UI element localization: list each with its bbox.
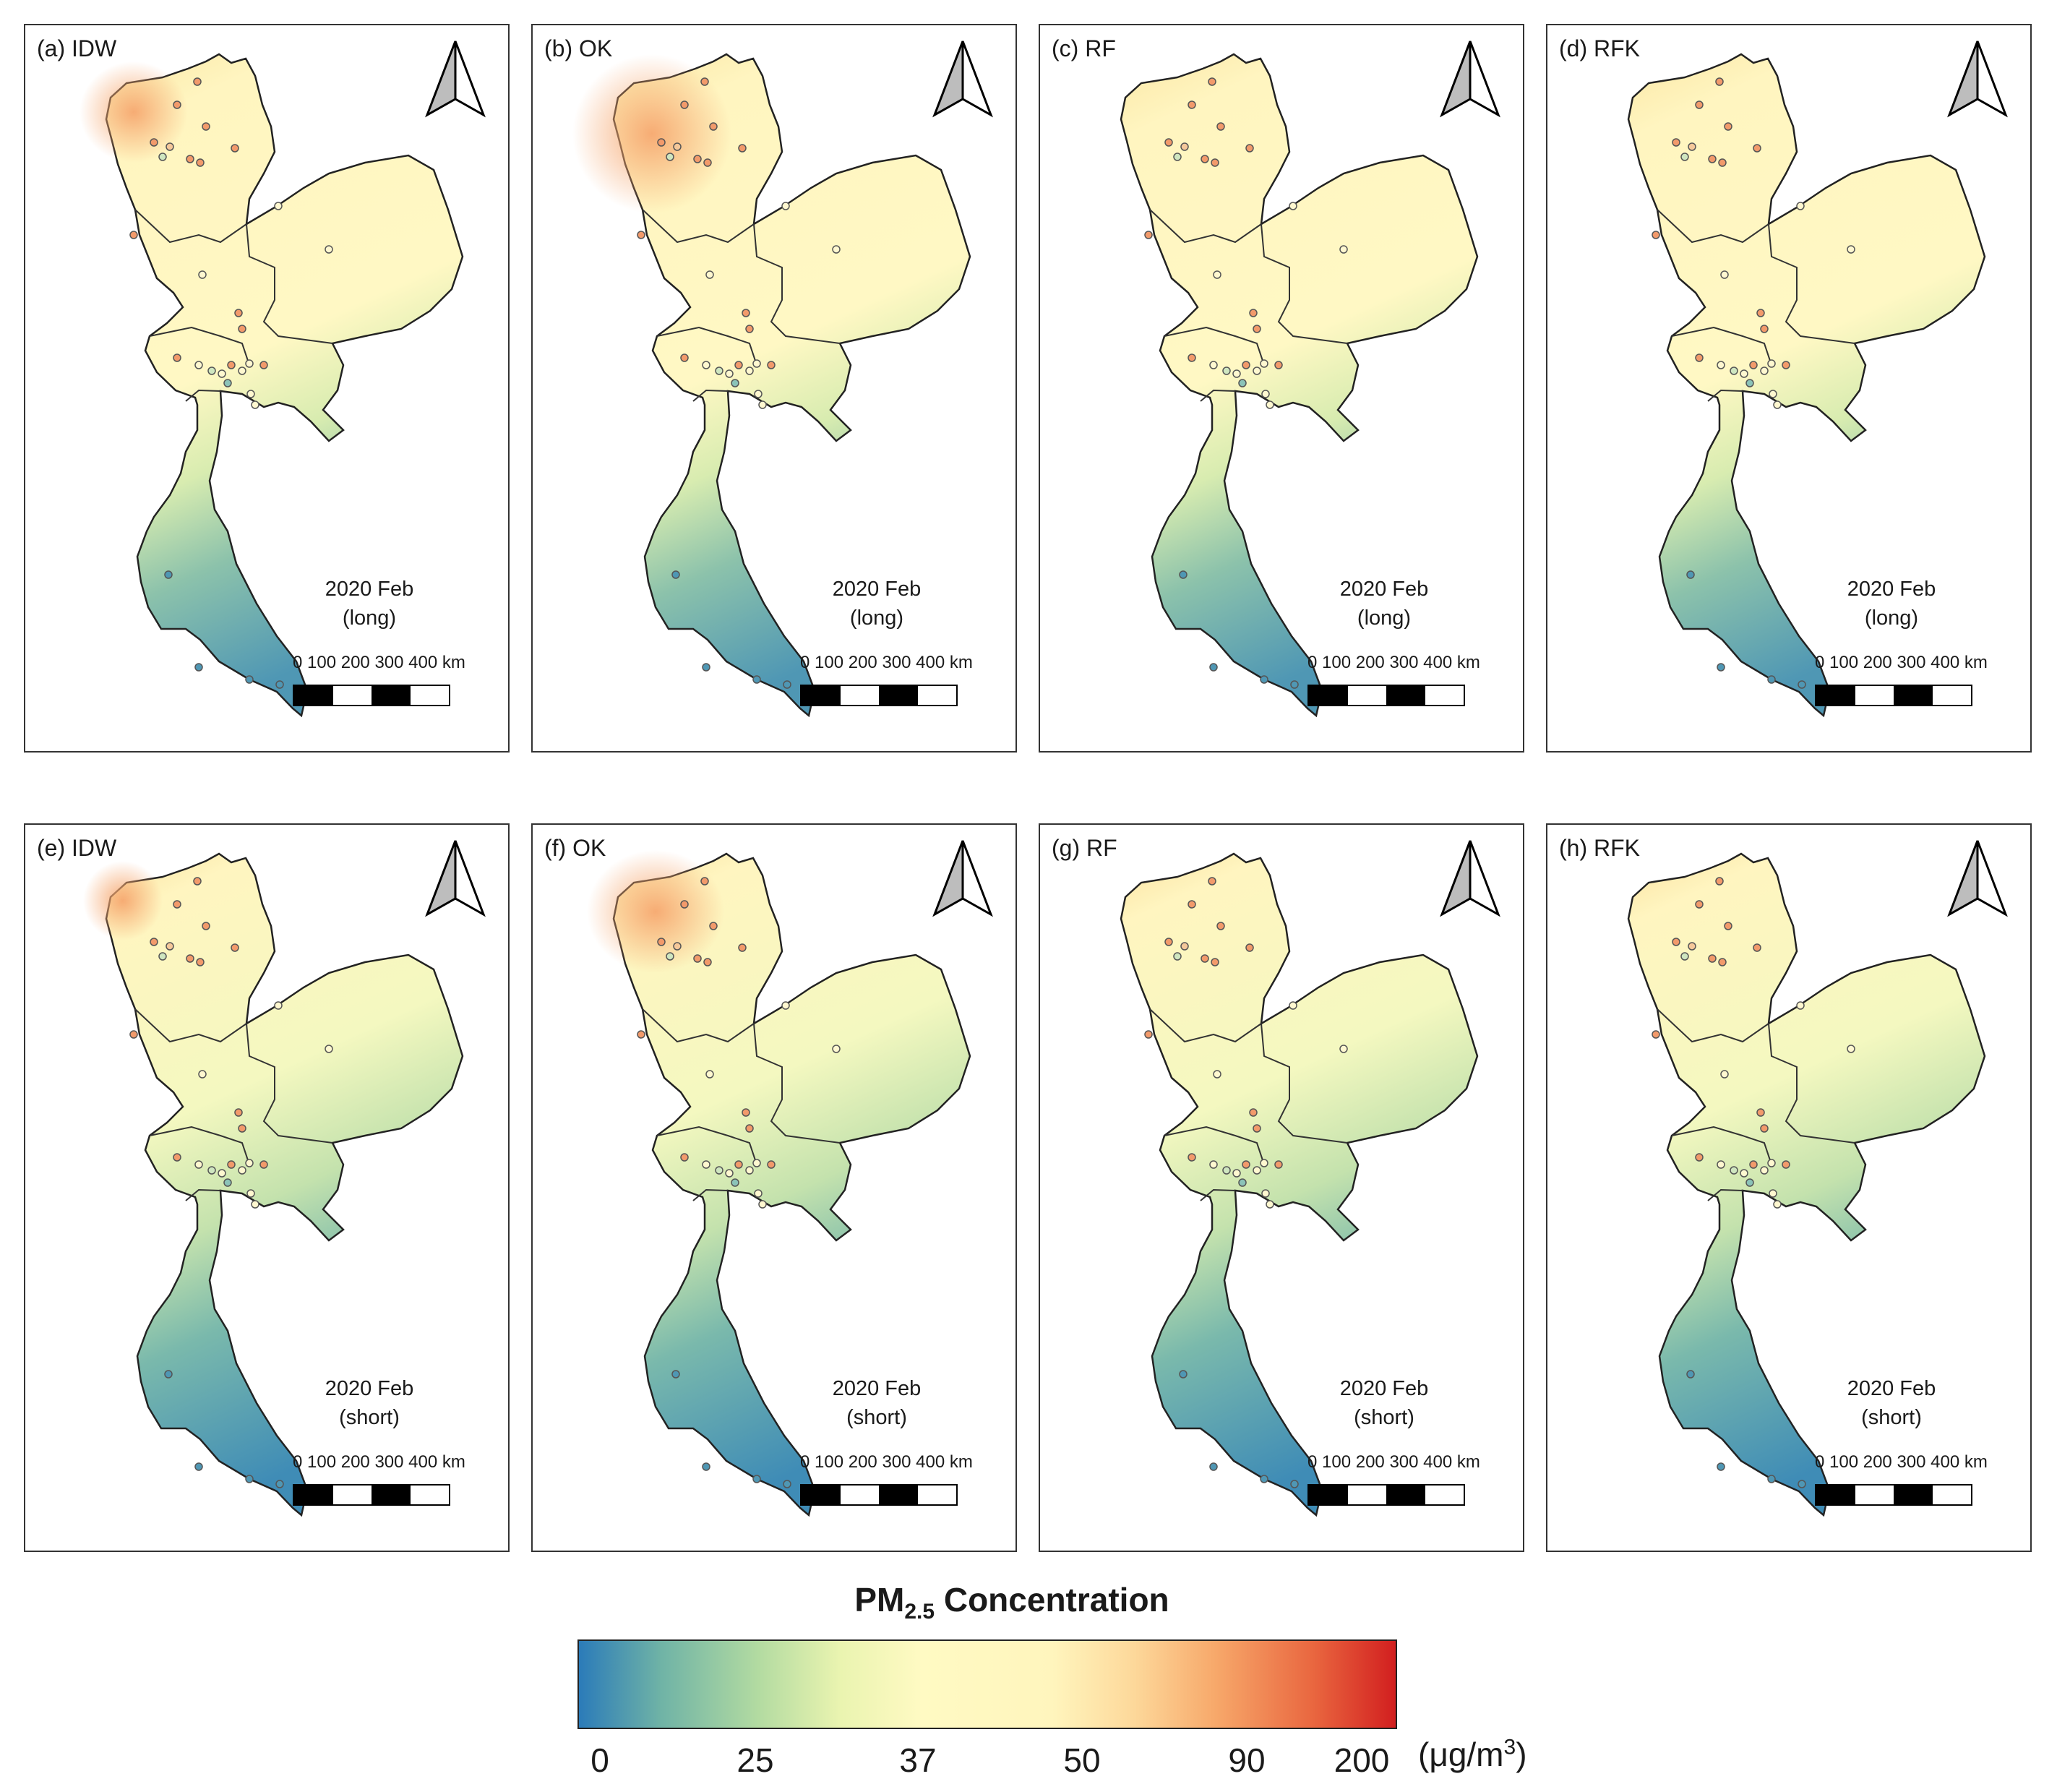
panel-label: (a) IDW bbox=[37, 35, 117, 61]
scale-bar bbox=[800, 685, 958, 706]
date-text: 2020 Feb bbox=[1847, 578, 1936, 601]
scale-bar-labels: 0 100 200 300 400 km bbox=[800, 653, 973, 672]
date-annotation: 2020 Feb (short) bbox=[1819, 1374, 1964, 1432]
north-arrow-icon bbox=[425, 840, 486, 917]
legend-title-rest: Concentration bbox=[935, 1581, 1169, 1619]
map-of-thailand bbox=[1627, 53, 1986, 717]
north-arrow-icon bbox=[932, 40, 993, 118]
panel-label: (b) OK bbox=[544, 35, 613, 61]
unit-suffix: ) bbox=[1516, 1736, 1527, 1773]
map-of-thailand bbox=[1627, 852, 1986, 1517]
map-of-thailand bbox=[80, 53, 464, 717]
panel-label: (g) RF bbox=[1052, 835, 1117, 861]
range-text: (short) bbox=[1861, 1406, 1922, 1429]
map-panel-h: (h) RFK 2020 Feb (short) 0 100 200 300 4… bbox=[1546, 823, 2032, 1552]
scale-bar-labels: 0 100 200 300 400 km bbox=[293, 653, 465, 672]
scale-bar bbox=[1307, 1484, 1465, 1506]
date-text: 2020 Feb bbox=[1339, 578, 1429, 601]
legend-title-main: PM bbox=[854, 1581, 905, 1619]
scale-bar bbox=[800, 1484, 958, 1506]
range-text: (long) bbox=[849, 606, 904, 630]
date-annotation: 2020 Feb (long) bbox=[1312, 575, 1456, 633]
unit-prefix: (μg/m bbox=[1418, 1736, 1504, 1773]
scale-bar-labels: 0 100 200 300 400 km bbox=[1815, 653, 1988, 672]
legend-tick: 200 bbox=[1334, 1741, 1390, 1779]
date-annotation: 2020 Feb (long) bbox=[297, 575, 442, 633]
scale-bar bbox=[293, 685, 450, 706]
date-text: 2020 Feb bbox=[325, 578, 414, 601]
scale-bar bbox=[1307, 685, 1465, 706]
map-of-thailand bbox=[1120, 852, 1479, 1517]
scale-bar bbox=[1815, 685, 1972, 706]
scale-bar bbox=[1815, 1484, 1972, 1506]
scale-bar-labels: 0 100 200 300 400 km bbox=[1307, 1452, 1480, 1472]
map-panel-b: (b) OK 2020 Feb (long) 0 100 200 300 400… bbox=[531, 24, 1017, 753]
north-arrow-icon bbox=[1440, 840, 1500, 917]
range-text: (long) bbox=[1864, 606, 1919, 630]
scale-bar-labels: 0 100 200 300 400 km bbox=[1815, 1452, 1988, 1472]
map-of-thailand bbox=[587, 850, 971, 1517]
map-panel-e: (e) IDW 2020 Feb (short) 0 100 200 300 4… bbox=[24, 823, 510, 1552]
legend-title: PM2.5 Concentration bbox=[723, 1580, 1301, 1624]
legend-tick: 50 bbox=[1063, 1741, 1101, 1779]
unit-superscript: 3 bbox=[1503, 1735, 1516, 1759]
map-panel-a: (a) IDW 2020 Feb (long) 0 100 200 300 40… bbox=[24, 24, 510, 753]
panel-label: (c) RF bbox=[1052, 35, 1116, 61]
date-text: 2020 Feb bbox=[1847, 1377, 1936, 1400]
map-panel-d: (d) RFK 2020 Feb (long) 0 100 200 300 40… bbox=[1546, 24, 2032, 753]
map-panel-f: (f) OK 2020 Feb (short) 0 100 200 300 40… bbox=[531, 823, 1017, 1552]
panel-label: (d) RFK bbox=[1559, 35, 1640, 61]
map-of-thailand bbox=[1120, 53, 1479, 717]
range-text: (short) bbox=[339, 1406, 400, 1429]
legend-title-subscript: 2.5 bbox=[904, 1600, 935, 1624]
legend-tick: 25 bbox=[737, 1741, 774, 1779]
map-panel-c: (c) RF 2020 Feb (long) 0 100 200 300 400… bbox=[1039, 24, 1524, 753]
north-arrow-icon bbox=[1947, 40, 2008, 118]
north-arrow-icon bbox=[1440, 40, 1500, 118]
date-annotation: 2020 Feb (long) bbox=[804, 575, 949, 633]
date-text: 2020 Feb bbox=[325, 1377, 414, 1400]
range-text: (long) bbox=[1357, 606, 1412, 630]
date-text: 2020 Feb bbox=[832, 578, 922, 601]
range-text: (short) bbox=[846, 1406, 907, 1429]
panel-label: (h) RFK bbox=[1559, 835, 1640, 861]
range-text: (short) bbox=[1354, 1406, 1414, 1429]
map-panel-g: (g) RF 2020 Feb (short) 0 100 200 300 40… bbox=[1039, 823, 1524, 1552]
range-text: (long) bbox=[342, 606, 397, 630]
color-scale-bar bbox=[577, 1639, 1397, 1729]
north-arrow-icon bbox=[1947, 840, 2008, 917]
north-arrow-icon bbox=[425, 40, 486, 118]
scale-bar-labels: 0 100 200 300 400 km bbox=[800, 1452, 973, 1472]
legend-tick: 37 bbox=[899, 1741, 937, 1779]
map-of-thailand bbox=[83, 852, 464, 1517]
date-text: 2020 Feb bbox=[832, 1377, 922, 1400]
date-annotation: 2020 Feb (short) bbox=[1312, 1374, 1456, 1432]
date-annotation: 2020 Feb (short) bbox=[804, 1374, 949, 1432]
north-arrow-icon bbox=[932, 840, 993, 917]
scale-bar bbox=[293, 1484, 450, 1506]
legend-tick: 90 bbox=[1228, 1741, 1266, 1779]
map-of-thailand bbox=[572, 53, 971, 717]
scale-bar-labels: 0 100 200 300 400 km bbox=[293, 1452, 465, 1472]
date-text: 2020 Feb bbox=[1339, 1377, 1429, 1400]
legend-tick: 0 bbox=[591, 1741, 609, 1779]
date-annotation: 2020 Feb (short) bbox=[297, 1374, 442, 1432]
panel-label: (e) IDW bbox=[37, 835, 117, 861]
panel-label: (f) OK bbox=[544, 835, 606, 861]
date-annotation: 2020 Feb (long) bbox=[1819, 575, 1964, 633]
scale-bar-labels: 0 100 200 300 400 km bbox=[1307, 653, 1480, 672]
legend-unit: (μg/m3) bbox=[1418, 1735, 1527, 1774]
